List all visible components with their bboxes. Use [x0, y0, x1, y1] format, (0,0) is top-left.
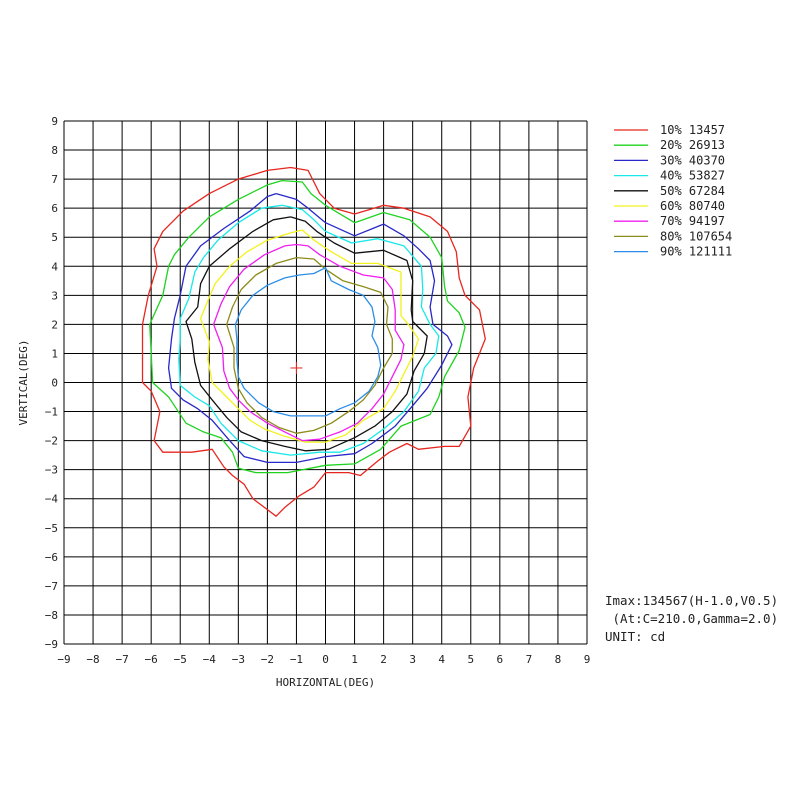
y-tick-label: 2 [51, 318, 58, 331]
legend-label: 10% 13457 [660, 123, 725, 137]
y-tick-label: 6 [51, 202, 58, 215]
legend-label: 20% 26913 [660, 138, 725, 152]
y-tick-label: 8 [51, 144, 58, 157]
tick-labels: −9 −8 −7 −6 −5 −4 −3 −2 −1 0 1 2 3 4 5 6 7 8 9 9 8 7 6 5 4 3 2 1 0 −1… [45, 115, 591, 666]
grid [63, 120, 588, 645]
y-tick-label: −6 [45, 551, 58, 564]
legend-label: 80% 107654 [660, 229, 732, 243]
x-tick-label: −2 [261, 653, 274, 666]
y-axis-title: VERTICAL(DEG) [17, 339, 30, 425]
y-tick-label: 1 [51, 347, 58, 360]
unit-text: UNIT: cd [605, 629, 665, 644]
x-tick-label: 6 [497, 653, 504, 666]
contour-line-30-percent [167, 192, 453, 464]
info-block: Imax:134567(H-1.0,V0.5) (At:C=210.0,Gamm… [605, 593, 778, 644]
contour-line-50-percent [185, 216, 428, 452]
legend-label: 90% 121111 [660, 245, 732, 259]
imax-text: Imax:134567(H-1.0,V0.5) [605, 593, 778, 608]
y-tick-label: 4 [51, 260, 58, 273]
y-tick-label: −7 [45, 580, 58, 593]
y-tick-label: 3 [51, 289, 58, 302]
y-tick-label: −9 [45, 638, 58, 651]
y-tick-label: −1 [45, 406, 58, 419]
x-tick-label: 1 [351, 653, 358, 666]
contour-line-60-percent [199, 229, 420, 443]
x-tick-label: 9 [584, 653, 591, 666]
y-tick-label: −2 [45, 435, 58, 448]
y-tick-label: 0 [51, 377, 58, 390]
y-tick-label: −8 [45, 609, 58, 622]
legend-label: 70% 94197 [660, 214, 725, 228]
y-tick-label: −3 [45, 464, 58, 477]
x-tick-label: −9 [57, 653, 70, 666]
contour-line-70-percent [212, 243, 405, 442]
x-tick-label: −1 [290, 653, 303, 666]
contour-line-10-percent [141, 166, 486, 517]
contour-line-40-percent [178, 204, 440, 456]
x-tick-label: 0 [322, 653, 329, 666]
x-tick-label: −3 [232, 653, 245, 666]
y-tick-label: 7 [51, 173, 58, 186]
legend-label: 50% 67284 [660, 184, 725, 198]
contour-series [141, 166, 486, 517]
y-tick-label: −4 [45, 493, 59, 506]
x-tick-label: 3 [409, 653, 416, 666]
contour-line-90-percent [234, 267, 382, 417]
y-tick-label: 9 [51, 115, 58, 128]
x-tick-label: −8 [86, 653, 99, 666]
x-tick-label: −4 [203, 653, 217, 666]
x-tick-label: −7 [115, 653, 128, 666]
contour-line-20-percent [149, 179, 466, 474]
y-tick-label: −5 [45, 522, 58, 535]
imax-position-text: (At:C=210.0,Gamma=2.0) [605, 611, 778, 626]
x-tick-label: 5 [467, 653, 474, 666]
x-tick-label: 4 [438, 653, 445, 666]
legend-label: 60% 80740 [660, 199, 725, 213]
peak-marker-icon [290, 361, 303, 374]
legend-label: 30% 40370 [660, 153, 725, 167]
x-axis-title: HORIZONTAL(DEG) [276, 676, 375, 689]
y-tick-label: 5 [51, 231, 58, 244]
x-tick-label: 2 [380, 653, 387, 666]
contour-line-80-percent [226, 256, 393, 434]
x-tick-label: −6 [145, 653, 158, 666]
x-tick-label: 8 [555, 653, 562, 666]
legend-label: 40% 53827 [660, 169, 725, 183]
x-tick-label: 7 [526, 653, 533, 666]
x-tick-label: −5 [174, 653, 187, 666]
